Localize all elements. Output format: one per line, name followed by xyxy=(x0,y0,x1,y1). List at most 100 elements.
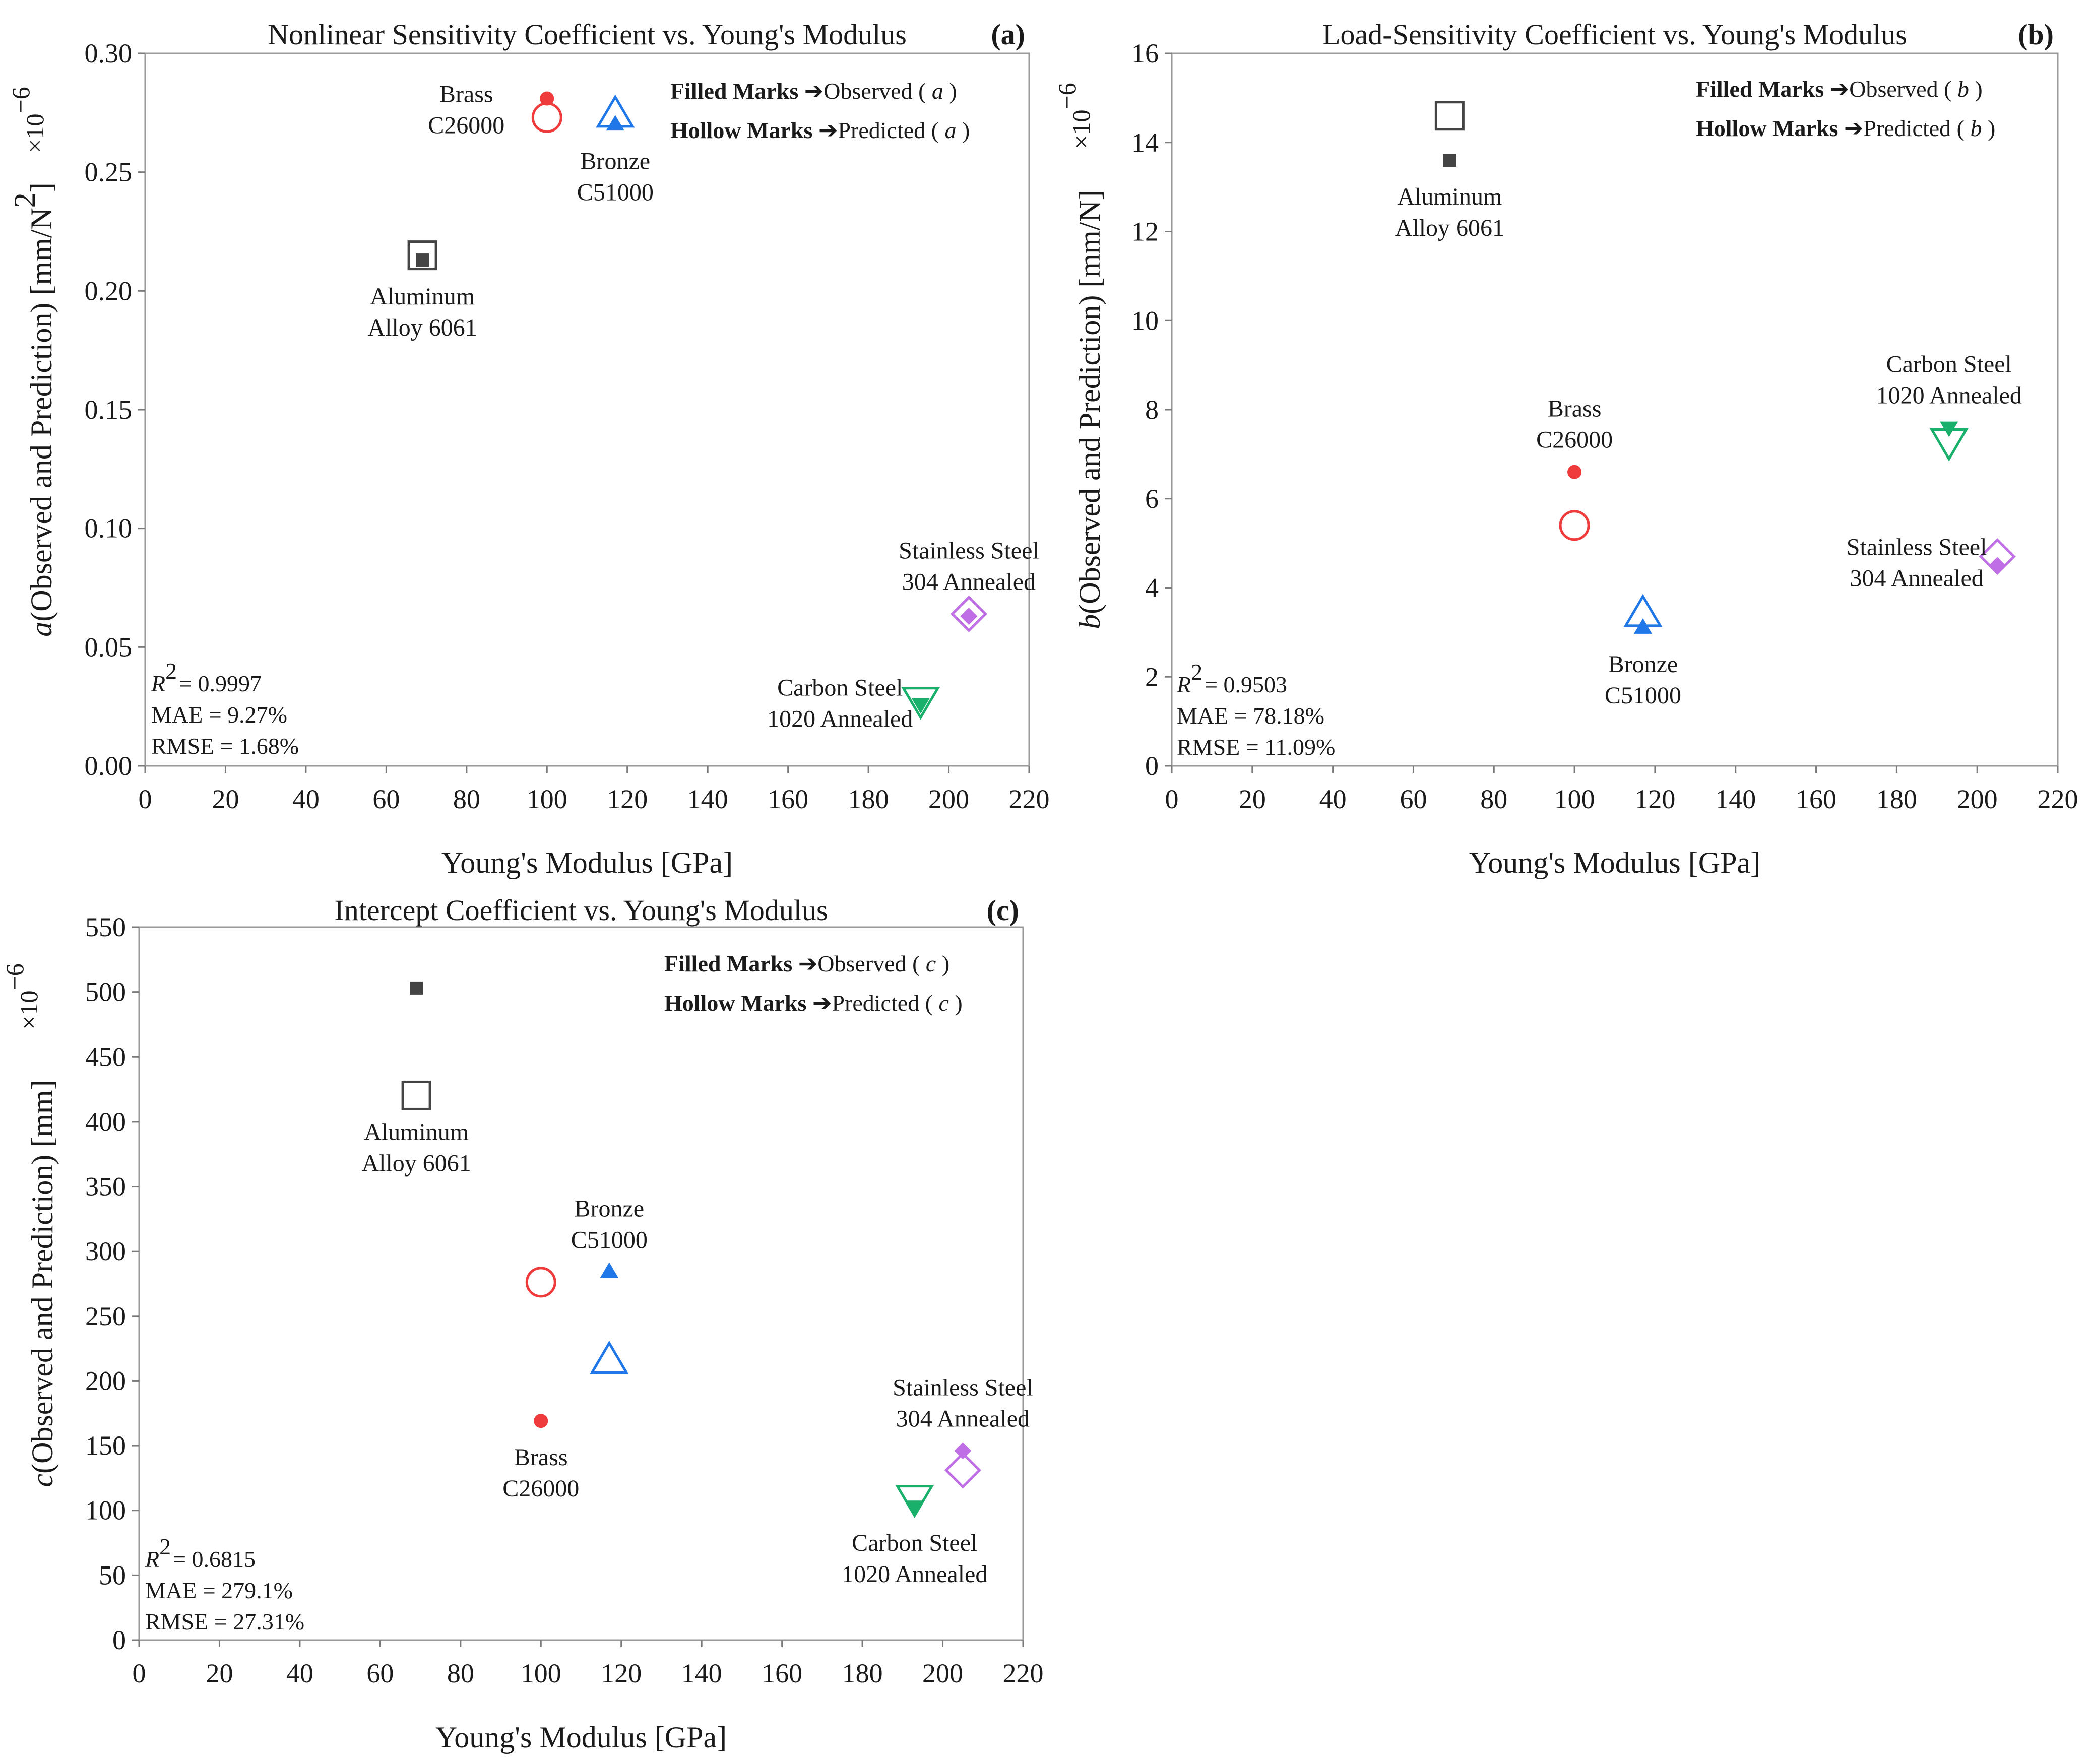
y-tick-label: 12 xyxy=(1131,217,1159,247)
x-tick-label: 0 xyxy=(1165,784,1179,814)
material-label: Bronze xyxy=(1608,651,1678,678)
x-tick-label: 120 xyxy=(607,784,648,814)
x-tick-label: 100 xyxy=(527,784,567,814)
x-tick-label: 60 xyxy=(366,1658,394,1688)
legend-filled: Filled Marks ➔Observed ( a ) xyxy=(670,78,957,104)
material-label: Carbon Steel xyxy=(777,675,903,701)
material-label: 304 Annealed xyxy=(902,568,1036,595)
material-label: Alloy 6061 xyxy=(361,1150,471,1177)
series-square: Aluminum Alloy 6061 xyxy=(1395,101,1504,241)
chart-title: Load-Sensitivity Coefficient vs. Young's… xyxy=(1322,18,1907,51)
x-tick-label: 160 xyxy=(762,1658,802,1688)
y-tick-label: 0.00 xyxy=(85,751,133,781)
y-tick-label: 0.30 xyxy=(85,38,133,69)
legend-hollow: Hollow Marks ➔Predicted ( a ) xyxy=(670,117,970,143)
x-tick-label: 0 xyxy=(133,1658,146,1688)
series-diamond: Stainless Steel 304 Annealed xyxy=(893,1374,1033,1489)
x-tick-label: 40 xyxy=(292,784,320,814)
series-triangle-down: Carbon Steel 1020 Annealed xyxy=(842,1485,987,1588)
material-label: Aluminum xyxy=(370,283,475,310)
predicted-point xyxy=(950,595,987,632)
panel-c: Intercept Coefficient vs. Young's Modulu… xyxy=(1,894,1044,1754)
material-label: Carbon Steel xyxy=(852,1530,977,1556)
material-label: Alloy 6061 xyxy=(367,314,477,341)
x-tick-label: 80 xyxy=(1480,784,1507,814)
y-axis-label: a(Observed and Prediction) [mm/N2] xyxy=(8,182,58,636)
legend-hollow: Hollow Marks ➔Predicted ( b ) xyxy=(1696,115,1995,141)
material-label: 304 Annealed xyxy=(896,1405,1030,1432)
x-tick-label: 80 xyxy=(447,1658,474,1688)
y-tick-label: 16 xyxy=(1131,38,1159,69)
predicted-point xyxy=(1559,510,1590,541)
observed-point xyxy=(1940,421,1958,437)
x-tick-label: 220 xyxy=(2038,784,2078,814)
y-tick-label: 10 xyxy=(1131,305,1159,336)
x-tick-label: 40 xyxy=(1319,784,1347,814)
y-tick-label: 350 xyxy=(85,1171,126,1202)
y-tick-label: 50 xyxy=(99,1560,126,1590)
material-label: Alloy 6061 xyxy=(1395,215,1504,241)
series-square: Aluminum Alloy 6061 xyxy=(367,240,477,341)
x-axis-label: Young's Modulus [GPa] xyxy=(441,846,733,879)
r-squared: R2= 0.9997 xyxy=(151,658,262,697)
material-label: Brass xyxy=(439,81,493,107)
x-tick-label: 140 xyxy=(681,1658,722,1688)
y-tick-label: 6 xyxy=(1145,484,1159,514)
x-tick-label: 200 xyxy=(1957,784,1998,814)
series-triangle-up: Bronze C51000 xyxy=(571,1195,648,1374)
x-tick-label: 200 xyxy=(922,1658,963,1688)
observed-point xyxy=(911,698,930,714)
material-label: Brass xyxy=(1548,396,1602,422)
x-tick-label: 220 xyxy=(1003,1658,1044,1688)
x-tick-label: 20 xyxy=(1239,784,1266,814)
x-tick-label: 100 xyxy=(1554,784,1595,814)
y-tick-label: 2 xyxy=(1145,662,1159,692)
x-axis-label: Young's Modulus [GPa] xyxy=(435,1721,727,1754)
series-circle: Brass C26000 xyxy=(1536,396,1613,541)
material-label: C26000 xyxy=(502,1475,579,1502)
y-tick-label: 150 xyxy=(85,1430,126,1461)
predicted-point xyxy=(944,1452,981,1489)
predicted-point xyxy=(590,1340,629,1374)
observed-point xyxy=(1567,465,1582,479)
x-tick-label: 0 xyxy=(139,784,152,814)
legend-filled: Filled Marks ➔Observed ( b ) xyxy=(1696,76,1983,102)
observed-point xyxy=(905,1500,924,1517)
x-tick-label: 80 xyxy=(453,784,480,814)
x-tick-label: 60 xyxy=(372,784,400,814)
panel-label: (c) xyxy=(987,894,1019,927)
y-tick-label: 0.20 xyxy=(85,276,133,306)
plot-frame xyxy=(138,926,1024,1641)
observed-point xyxy=(606,115,624,131)
y-tick-label: 450 xyxy=(85,1041,126,1072)
material-label: Stainless Steel xyxy=(899,537,1039,564)
observed-point xyxy=(954,1442,972,1460)
y-tick-label: 0 xyxy=(112,1625,126,1655)
predicted-point xyxy=(525,1267,556,1298)
series-square: Aluminum Alloy 6061 xyxy=(361,981,471,1177)
material-label: Bronze xyxy=(581,148,651,174)
x-tick-label: 180 xyxy=(1876,784,1917,814)
material-label: C26000 xyxy=(1536,427,1613,453)
legend-hollow: Hollow Marks ➔Predicted ( c ) xyxy=(664,990,963,1016)
material-label: 1020 Annealed xyxy=(842,1561,987,1588)
panel-a: Nonlinear Sensitivity Coefficient vs. Yo… xyxy=(7,18,1050,879)
chart-title: Intercept Coefficient vs. Young's Modulu… xyxy=(334,894,828,927)
x-tick-label: 120 xyxy=(601,1658,642,1688)
y-tick-label: 4 xyxy=(1145,573,1159,603)
y-tick-label: 0.15 xyxy=(85,395,133,425)
x-tick-label: 180 xyxy=(848,784,889,814)
material-label: Brass xyxy=(514,1444,568,1471)
panel-b: Load-Sensitivity Coefficient vs. Young's… xyxy=(1053,18,2078,879)
x-axis-label: Young's Modulus [GPa] xyxy=(1469,846,1760,879)
panel-label: (a) xyxy=(991,18,1025,51)
x-tick-label: 160 xyxy=(768,784,808,814)
x-tick-label: 40 xyxy=(286,1658,313,1688)
y-axis-label: c(Observed and Prediction) [mm] xyxy=(26,1080,59,1487)
material-label: 1020 Annealed xyxy=(1876,382,2022,409)
rmse-value: RMSE = 1.68% xyxy=(151,733,299,759)
y-tick-label: 0.10 xyxy=(85,513,133,544)
series-circle: Brass C26000 xyxy=(428,81,562,139)
observed-point xyxy=(600,1262,618,1278)
y-axis-label: b(Observed and Prediction) [mm/N] xyxy=(1073,190,1106,629)
